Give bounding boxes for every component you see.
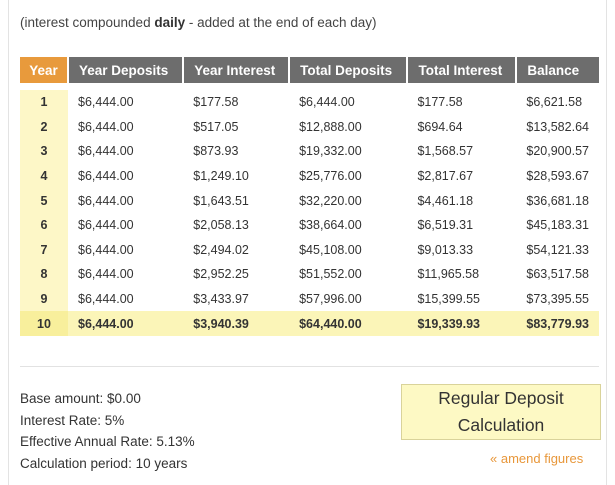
cell-total-deposits: $38,664.00 xyxy=(299,218,362,233)
cell-balance: $36,681.18 xyxy=(526,193,589,208)
column-header-year-interest: Year Interest xyxy=(183,57,291,83)
cell-total-deposits: $57,996.00 xyxy=(299,292,362,307)
table-row: 7 $6,444.00 $2,494.02 $45,108.00 $9,013.33 $5… xyxy=(20,237,599,263)
cell-total-interest: $694.64 xyxy=(417,119,463,134)
cell-year-deposits: $6,444.00 xyxy=(78,193,134,208)
cell-year-deposits: $6,444.00 xyxy=(78,267,134,282)
cell-year-interest: $2,058.13 xyxy=(193,218,249,233)
interest-rate: Interest Rate: 5% xyxy=(20,412,125,428)
column-header-total-interest: Total Interest xyxy=(407,57,518,83)
cell-total-deposits: $45,108.00 xyxy=(299,242,362,257)
cell-year-deposits: $6,444.00 xyxy=(78,144,134,159)
note-emphasis: daily xyxy=(154,15,186,30)
cell-year-interest: $3,433.97 xyxy=(193,292,249,307)
cell-balance: $63,517.58 xyxy=(526,267,589,282)
table-row: 1 $6,444.00 $177.58 $6,444.00 $177.58 $6,621.… xyxy=(20,90,599,115)
cell-balance: $45,183.31 xyxy=(526,218,589,233)
cell-year-interest: $1,643.51 xyxy=(193,193,249,208)
cell-balance: $13,582.64 xyxy=(526,119,589,134)
cell-year-deposits: $6,444.00 xyxy=(68,311,184,336)
note-prefix: (interest compounded xyxy=(20,15,155,30)
cell-total-interest: $15,399.55 xyxy=(417,292,481,307)
calculation-type-badge: Regular Deposit Calculation xyxy=(401,384,601,440)
cell-balance: $83,779.93 xyxy=(516,311,599,336)
effective-annual-rate: Effective Annual Rate: 5.13% xyxy=(20,434,195,449)
cell-total-interest: $19,339.93 xyxy=(407,311,517,336)
table-row: 3 $6,444.00 $873.93 $19,332.00 $1,568.57 $20,… xyxy=(20,139,599,164)
table-row: 10 $6,444.00 $3,940.39 $64,440.00 $19,339.93… xyxy=(20,311,599,336)
compounding-note: (interest compounded daily - added at th… xyxy=(20,15,376,30)
calculation-period: Calculation period: 10 years xyxy=(20,455,188,471)
table-row: 8 $6,444.00 $2,952.25 $51,552.00 $11,965.58 $… xyxy=(20,262,599,287)
cell-year-interest: $2,494.02 xyxy=(193,242,249,257)
cell-year-deposits: $6,444.00 xyxy=(78,292,134,307)
cell-year: 10 xyxy=(20,311,68,336)
cell-total-interest: $177.58 xyxy=(417,95,463,110)
base-amount: Base amount: $0.00 xyxy=(20,391,141,406)
cell-year: 8 xyxy=(20,262,68,287)
cell-balance: $6,621.58 xyxy=(526,95,583,110)
amend-figures-link[interactable]: « amend figures xyxy=(490,451,584,466)
cell-year-interest: $873.93 xyxy=(193,144,239,159)
cell-total-interest: $2,817.67 xyxy=(417,169,474,184)
cell-total-deposits: $64,440.00 xyxy=(289,311,408,336)
table-row: 6 $6,444.00 $2,058.13 $38,664.00 $6,519.31 $4… xyxy=(20,212,599,238)
table-header-row: Year Year Deposits Year Interest Total D… xyxy=(20,57,599,83)
spacer-cell xyxy=(20,83,68,90)
cell-total-interest: $11,965.58 xyxy=(417,267,480,282)
cell-year-deposits: $6,444.00 xyxy=(78,218,134,233)
cell-year: 1 xyxy=(20,90,68,115)
cell-total-interest: $9,013.33 xyxy=(417,242,474,257)
cell-year: 2 xyxy=(20,114,68,140)
table-row: 9 $6,444.00 $3,433.97 $57,996.00 $15,399.55 $… xyxy=(20,286,599,312)
cell-year-interest: $1,249.10 xyxy=(193,169,249,184)
cell-balance: $73,395.55 xyxy=(526,292,589,307)
cell-total-deposits: $6,444.00 xyxy=(299,95,355,110)
cell-year: 4 xyxy=(20,163,68,189)
cell-year-interest: $517.05 xyxy=(193,119,239,134)
cell-total-interest: $4,461.18 xyxy=(417,193,474,208)
cell-total-deposits: $51,552.00 xyxy=(299,267,362,282)
cell-year: 6 xyxy=(20,212,68,238)
cell-year-deposits: $6,444.00 xyxy=(78,169,134,184)
cell-year-interest: $2,952.25 xyxy=(193,267,249,282)
cell-total-deposits: $25,776.00 xyxy=(299,169,362,184)
spacer-cell xyxy=(68,83,599,90)
cell-year-deposits: $6,444.00 xyxy=(78,95,134,110)
badge-line-1: Regular Deposit xyxy=(438,388,564,408)
cell-year-deposits: $6,444.00 xyxy=(78,119,134,134)
column-header-year: Year xyxy=(20,57,69,83)
cell-total-deposits: $12,888.00 xyxy=(299,119,362,134)
cell-total-deposits: $32,220.00 xyxy=(299,193,362,208)
cell-year: 5 xyxy=(20,188,68,213)
cell-year-interest: $3,940.39 xyxy=(183,311,290,336)
cell-balance: $20,900.57 xyxy=(526,144,589,159)
cell-balance: $54,121.33 xyxy=(526,242,589,257)
column-header-total-deposits: Total Deposits xyxy=(289,57,409,83)
cell-year-interest: $177.58 xyxy=(193,95,239,110)
column-header-balance: Balance xyxy=(516,57,599,83)
cell-year: 3 xyxy=(20,139,68,164)
cell-year: 7 xyxy=(20,237,68,263)
note-suffix: - added at the end of each day) xyxy=(185,15,377,30)
table-row: 2 $6,444.00 $517.05 $12,888.00 $694.64 $13,58… xyxy=(20,114,599,140)
column-header-year-deposits: Year Deposits xyxy=(68,57,185,83)
cell-balance: $28,593.67 xyxy=(526,169,589,184)
cell-total-interest: $1,568.57 xyxy=(417,144,474,159)
results-table: Year Year Deposits Year Interest Total D… xyxy=(20,57,599,336)
badge-line-2: Calculation xyxy=(457,415,545,435)
calculation-summary: Base amount: $0.00 Interest Rate: 5% Eff… xyxy=(20,388,195,474)
cell-total-deposits: $19,332.00 xyxy=(299,144,362,159)
cell-total-interest: $6,519.31 xyxy=(417,218,474,233)
table-row: 4 $6,444.00 $1,249.10 $25,776.00 $2,817.67 $2… xyxy=(20,163,599,189)
cell-year-deposits: $6,444.00 xyxy=(78,242,134,257)
cell-year: 9 xyxy=(20,286,68,312)
table-body: 1 $6,444.00 $177.58 $6,444.00 $177.58 $6,621.… xyxy=(20,83,599,336)
results-panel xyxy=(8,0,607,485)
table-spacer-row xyxy=(20,83,599,90)
table-row: 5 $6,444.00 $1,643.51 $32,220.00 $4,461.18 $3… xyxy=(20,188,599,213)
section-divider xyxy=(20,366,599,367)
